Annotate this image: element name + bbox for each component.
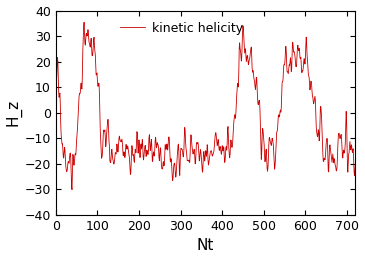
Legend: kinetic helicity: kinetic helicity: [115, 17, 248, 40]
X-axis label: Nt: Nt: [197, 239, 214, 254]
Y-axis label: H_z: H_z: [5, 99, 22, 126]
